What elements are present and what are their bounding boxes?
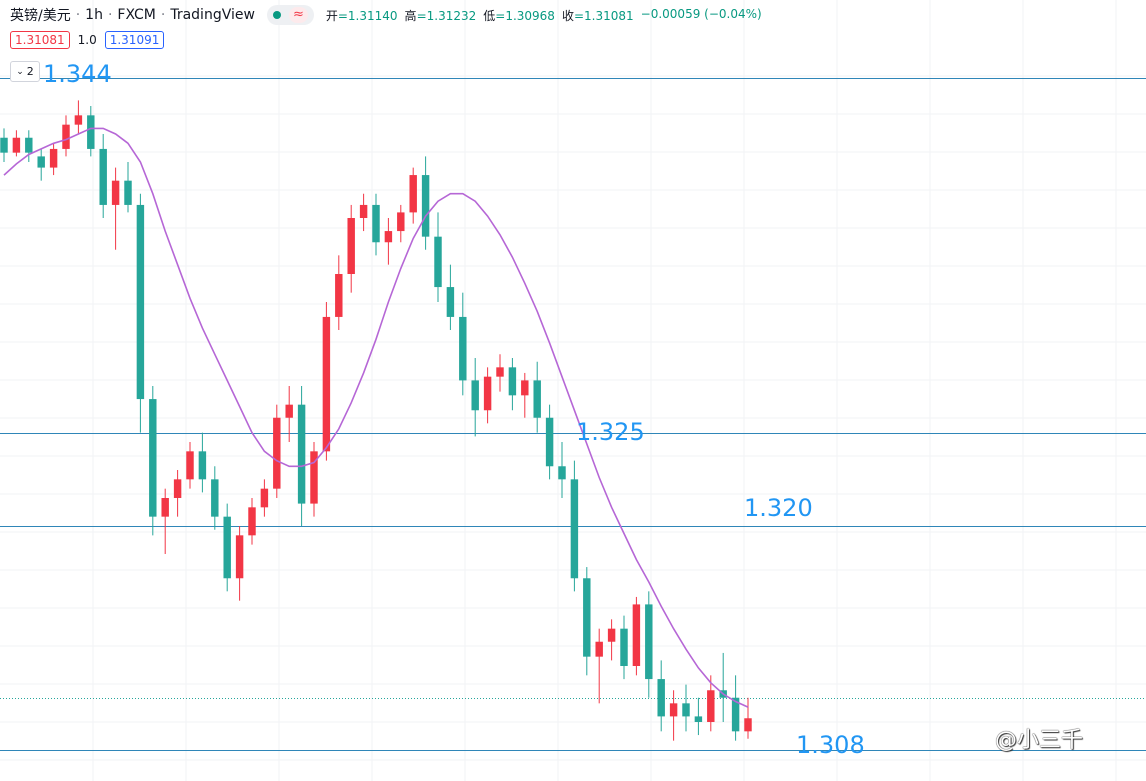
indicator-count: 2: [26, 65, 34, 78]
change-value: −0.00059 (−0.04%): [640, 6, 762, 21]
watermark: @小三千: [995, 728, 1084, 753]
candle-body: [12, 137, 21, 153]
candle-body: [669, 703, 678, 717]
candle-body: [744, 718, 752, 732]
candle-body: [558, 466, 566, 480]
candle-body: [595, 641, 603, 657]
candle-body: [198, 451, 207, 480]
candle-body: [235, 535, 244, 579]
low-label: 低: [483, 8, 496, 23]
interval-label[interactable]: 1h: [85, 7, 103, 23]
candle-body: [285, 404, 293, 418]
candle-body: [421, 175, 430, 237]
candle-body: [223, 516, 231, 579]
candle-body: [211, 479, 219, 517]
candle-body: [682, 703, 690, 717]
platform-label: TradingView: [170, 7, 255, 23]
candle-body: [731, 697, 740, 732]
candle-body: [74, 115, 83, 125]
candle-body: [707, 690, 715, 722]
candle-body: [446, 287, 455, 317]
candle-body: [260, 488, 269, 508]
candle-body: [273, 417, 281, 489]
candle-body: [62, 124, 70, 149]
candle-body: [483, 376, 492, 411]
candle-body: [434, 236, 442, 288]
candle-body: [694, 716, 703, 722]
level-label-1: 1.344: [43, 60, 112, 88]
low-value: =1.30968: [495, 8, 555, 23]
candle-body: [570, 479, 579, 579]
candle-body: [583, 578, 591, 657]
candle-body: [37, 156, 45, 168]
candle-body: [297, 404, 306, 504]
candle-body: [409, 175, 417, 213]
level-label-3: 1.320: [744, 494, 813, 522]
candle-body: [607, 628, 616, 642]
candle-body: [397, 212, 405, 232]
broker-label: FXCM: [117, 7, 156, 23]
candle-body: [173, 479, 182, 498]
candle-body: [124, 180, 132, 205]
candle-body: [25, 137, 33, 153]
chevron-down-icon: ⌄: [16, 66, 24, 77]
quote-row: 1.31081 1.0 1.31091: [10, 31, 165, 49]
candle-body: [496, 367, 504, 377]
close-value: =1.31081: [573, 8, 634, 23]
open-label: 开: [325, 8, 338, 23]
candle-body: [508, 367, 517, 396]
candle-body: [149, 399, 157, 517]
candle-body: [111, 180, 120, 205]
candle-body: [335, 274, 343, 317]
candle-body: [521, 380, 529, 396]
moving-average-line: [3, 127, 749, 708]
candle-body: [359, 204, 368, 218]
ohlc-values: 开=1.31140 高=1.31232 低=1.30968 收=1.31081 …: [326, 7, 762, 24]
spread-value: 1.0: [77, 33, 97, 47]
buy-button[interactable]: 1.31091: [104, 31, 165, 49]
candle-body: [186, 451, 194, 480]
candle-body: [136, 204, 145, 400]
candle-body: [347, 218, 355, 274]
candle-body: [372, 204, 380, 243]
candle-body: [545, 417, 554, 467]
sell-button[interactable]: 1.31081: [10, 31, 70, 49]
candle-body: [645, 604, 653, 680]
candle-body: [657, 679, 665, 717]
level-label-4: 1.308: [796, 731, 865, 759]
candle-body: [161, 498, 169, 517]
chart-legend: 英镑/美元 · 1h · FXCM · TradingView ≈ 开=1.31…: [10, 5, 762, 25]
market-status-pill[interactable]: ≈: [266, 5, 314, 25]
candle-body: [49, 148, 58, 168]
close-label: 收: [561, 8, 574, 23]
market-open-dot-icon: [272, 11, 281, 19]
candle-body: [248, 507, 256, 536]
candle-body: [0, 137, 8, 153]
candle-body: [632, 604, 641, 666]
level-label-2: 1.325: [576, 418, 645, 446]
high-value: =1.31232: [416, 8, 477, 23]
candle-body: [533, 380, 541, 418]
candle-body: [459, 316, 467, 381]
high-label: 高: [404, 8, 417, 23]
candle-body: [310, 451, 318, 504]
candle-body: [471, 380, 479, 411]
candle-body: [322, 316, 331, 452]
candle-body: [99, 148, 107, 205]
candle-body: [384, 231, 393, 243]
candle-body: [620, 628, 628, 666]
symbol-name[interactable]: 英镑/美元: [10, 8, 71, 24]
indicators-toggle[interactable]: ⌄ 2: [10, 61, 40, 82]
wave-icon: ≈: [288, 7, 308, 23]
candle-body: [87, 115, 95, 149]
open-value: =1.31140: [337, 8, 398, 23]
